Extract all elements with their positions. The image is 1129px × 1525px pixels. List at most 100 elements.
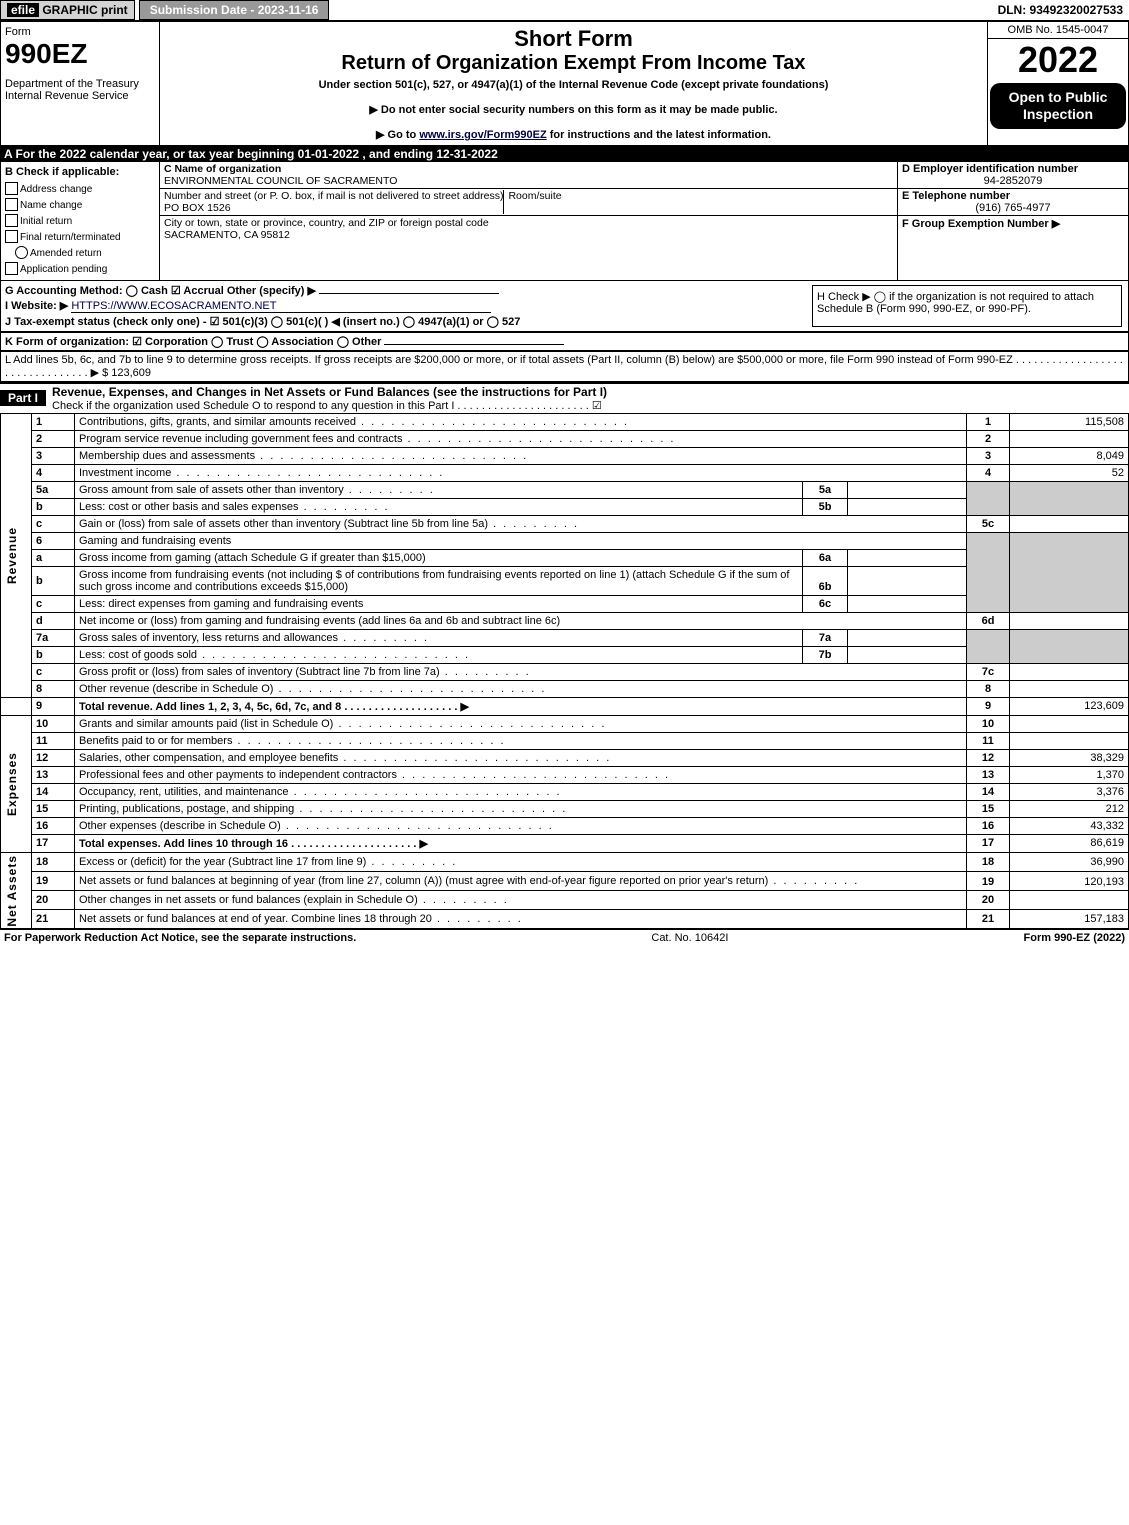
l11-txt: Benefits paid to or for members	[75, 732, 967, 749]
l7a-sub: 7a	[803, 629, 848, 646]
dln: DLN: 93492320027533	[992, 1, 1129, 19]
org-address: PO BOX 1526	[164, 202, 231, 214]
note2-post: for instructions and the latest informat…	[547, 129, 771, 141]
l19-amt: 120,193	[1010, 871, 1129, 890]
l5c-txt: Gain or (loss) from sale of assets other…	[75, 515, 967, 532]
ein-cell: D Employer identification number 94-2852…	[898, 162, 1128, 189]
l7b-sub: 7b	[803, 646, 848, 663]
city-label: City or town, state or province, country…	[164, 217, 489, 229]
l1-txt: Contributions, gifts, grants, and simila…	[75, 413, 967, 430]
l6b-txt: Gross income from fundraising events (no…	[75, 566, 803, 595]
l5b-txt: Less: cost or other basis and sales expe…	[75, 498, 803, 515]
l7c-ln: 7c	[967, 663, 1010, 680]
l5-shade-amt	[1010, 481, 1129, 515]
ein-label: D Employer identification number	[902, 163, 1078, 175]
section-g-l: G Accounting Method: ◯ Cash ☑ Accrual Ot…	[0, 281, 1129, 332]
l6-txt: Gaming and fundraising events	[75, 532, 967, 549]
line-j: J Tax-exempt status (check only one) - ☑…	[5, 314, 810, 329]
l14-amt: 3,376	[1010, 783, 1129, 800]
topbar: efile GRAPHIC print Submission Date - 20…	[0, 0, 1129, 21]
group-exemption-cell: F Group Exemption Number ▶	[898, 216, 1128, 244]
chk-amended-return[interactable]: Amended return	[5, 246, 155, 262]
part1-title: Revenue, Expenses, and Changes in Net As…	[52, 385, 607, 399]
website-link[interactable]: HTTPS://WWW.ECOSACRAMENTO.NET	[71, 300, 491, 313]
l7a-txt: Gross sales of inventory, less returns a…	[75, 629, 803, 646]
l6a-sub: 6a	[803, 549, 848, 566]
l19-ln: 19	[967, 871, 1010, 890]
l12-txt: Salaries, other compensation, and employ…	[75, 749, 967, 766]
l7b-txt: Less: cost of goods sold	[75, 646, 803, 663]
box-b-header: B Check if applicable:	[5, 164, 155, 182]
ein-value: 94-2852079	[902, 175, 1124, 187]
org-name-label: C Name of organization	[164, 163, 281, 175]
l10-ln: 10	[967, 715, 1010, 732]
l13-amt: 1,370	[1010, 766, 1129, 783]
chk-label: Name change	[20, 200, 82, 211]
l1-amt: 115,508	[1010, 413, 1129, 430]
l14-txt: Occupancy, rent, utilities, and maintena…	[75, 783, 967, 800]
revenue-vert: Revenue	[5, 527, 19, 584]
note-link: ▶ Go to www.irs.gov/Form990EZ for instru…	[166, 128, 981, 141]
l3-txt: Membership dues and assessments	[75, 447, 967, 464]
submission-date: Submission Date - 2023-11-16	[139, 0, 330, 20]
l6d-txt: Net income or (loss) from gaming and fun…	[75, 612, 967, 629]
l6d-num: d	[32, 612, 75, 629]
l2-num: 2	[32, 430, 75, 447]
page-footer: For Paperwork Reduction Act Notice, see …	[0, 929, 1129, 946]
l18-ln: 18	[967, 852, 1010, 871]
header-left: Form 990EZ Department of the Treasury In…	[1, 22, 160, 145]
line-g: G Accounting Method: ◯ Cash ☑ Accrual Ot…	[5, 283, 810, 298]
omb-number: OMB No. 1545-0047	[988, 22, 1128, 39]
l6-shade-amt	[1010, 532, 1129, 612]
l10-num: 10	[32, 715, 75, 732]
chk-label: Amended return	[30, 248, 102, 259]
l7b-samt	[848, 646, 967, 663]
website-label: I Website: ▶	[5, 300, 68, 312]
addr-label: Number and street (or P. O. box, if mail…	[164, 190, 503, 202]
header-center: Short Form Return of Organization Exempt…	[160, 22, 987, 145]
l19-num: 19	[32, 871, 75, 890]
short-form-label: Short Form	[166, 26, 981, 52]
line-h-box: H Check ▶ ◯ if the organization is not r…	[812, 285, 1122, 327]
l19-txt: Net assets or fund balances at beginning…	[75, 871, 967, 890]
l18-num: 18	[32, 852, 75, 871]
org-name-row: C Name of organization ENVIRONMENTAL COU…	[160, 162, 897, 189]
l21-num: 21	[32, 910, 75, 929]
l6-shade	[967, 532, 1010, 612]
org-city: SACRAMENTO, CA 95812	[164, 229, 290, 241]
irs-link[interactable]: www.irs.gov/Form990EZ	[419, 129, 546, 141]
l17-num: 17	[32, 834, 75, 852]
l8-amt	[1010, 680, 1129, 697]
chk-application-pending[interactable]: Application pending	[5, 262, 155, 278]
l5b-samt	[848, 498, 967, 515]
chk-name-change[interactable]: Name change	[5, 198, 155, 214]
chk-address-change[interactable]: Address change	[5, 182, 155, 198]
footer-left: For Paperwork Reduction Act Notice, see …	[4, 932, 356, 944]
l16-ln: 16	[967, 817, 1010, 834]
l3-amt: 8,049	[1010, 447, 1129, 464]
l6a-txt: Gross income from gaming (attach Schedul…	[75, 549, 803, 566]
dept-label: Department of the Treasury Internal Reve…	[5, 78, 155, 102]
l15-num: 15	[32, 800, 75, 817]
efile-prefix: efile	[7, 3, 39, 17]
l6a-samt	[848, 549, 967, 566]
l7c-num: c	[32, 663, 75, 680]
l5a-sub: 5a	[803, 481, 848, 498]
l5c-ln: 5c	[967, 515, 1010, 532]
chk-final-return[interactable]: Final return/terminated	[5, 230, 155, 246]
l20-num: 20	[32, 890, 75, 909]
l8-num: 8	[32, 680, 75, 697]
part1-rest: Revenue, Expenses, and Changes in Net As…	[46, 384, 1129, 413]
part1-label: Part I	[0, 390, 46, 406]
l3-num: 3	[32, 447, 75, 464]
l13-num: 13	[32, 766, 75, 783]
l20-amt	[1010, 890, 1129, 909]
l6b-num: b	[32, 566, 75, 595]
l17-txt: Total expenses. Add lines 10 through 16 …	[75, 834, 967, 852]
l5b-sub: 5b	[803, 498, 848, 515]
chk-initial-return[interactable]: Initial return	[5, 214, 155, 230]
l18-amt: 36,990	[1010, 852, 1129, 871]
expenses-vert: Expenses	[5, 752, 19, 816]
netassets-side-label: Net Assets	[1, 852, 32, 929]
box-c: C Name of organization ENVIRONMENTAL COU…	[160, 162, 897, 280]
